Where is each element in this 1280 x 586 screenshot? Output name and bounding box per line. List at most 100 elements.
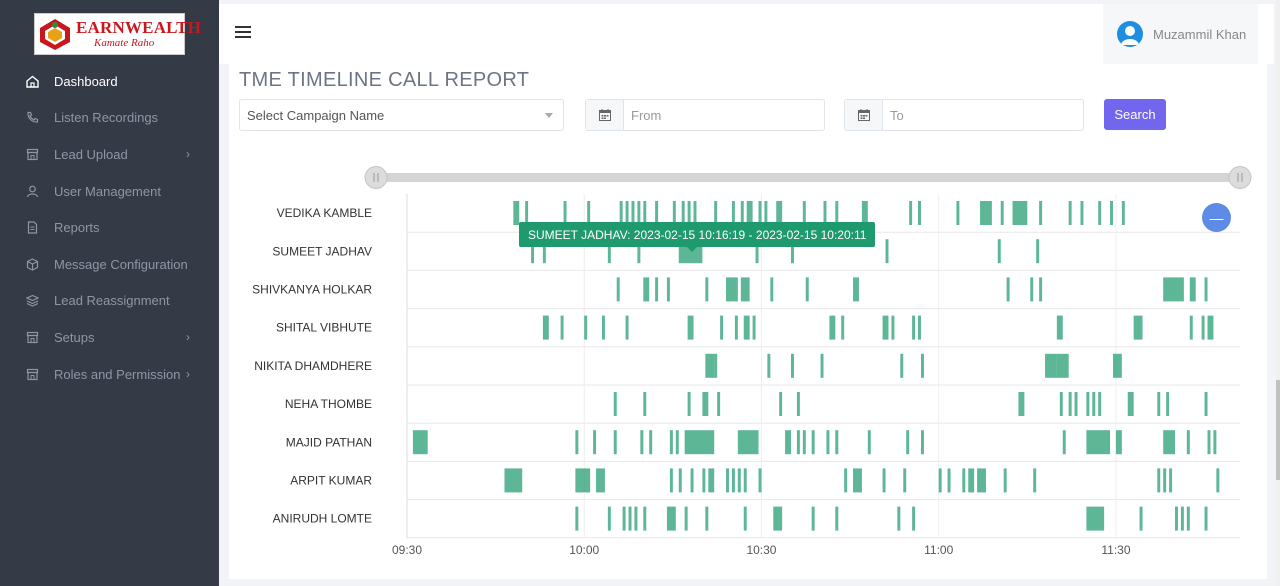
call-bar[interactable] bbox=[1018, 392, 1025, 416]
call-bar[interactable] bbox=[1068, 201, 1072, 225]
call-bar[interactable] bbox=[669, 468, 673, 493]
call-bar[interactable] bbox=[796, 430, 800, 455]
call-bar[interactable] bbox=[1059, 392, 1063, 416]
call-bar[interactable] bbox=[1204, 392, 1208, 416]
call-bar[interactable] bbox=[1098, 392, 1102, 416]
call-bar[interactable] bbox=[687, 392, 691, 416]
call-bar[interactable] bbox=[708, 468, 715, 493]
call-bar[interactable] bbox=[640, 430, 644, 455]
call-bar[interactable] bbox=[791, 353, 794, 378]
call-bar[interactable] bbox=[1121, 201, 1125, 225]
call-bar[interactable] bbox=[829, 315, 836, 340]
call-bar[interactable] bbox=[835, 201, 839, 225]
call-bar[interactable] bbox=[737, 468, 741, 493]
call-bar[interactable] bbox=[625, 201, 629, 225]
call-bar[interactable] bbox=[835, 506, 839, 531]
call-bar[interactable] bbox=[731, 468, 735, 493]
call-bar[interactable] bbox=[835, 430, 839, 455]
call-bar[interactable] bbox=[853, 277, 859, 302]
call-bar[interactable] bbox=[900, 353, 904, 378]
call-bar[interactable] bbox=[962, 468, 966, 493]
call-bar[interactable] bbox=[867, 430, 871, 455]
call-bar[interactable] bbox=[1175, 506, 1178, 531]
call-bar[interactable] bbox=[702, 468, 706, 493]
call-bar[interactable] bbox=[776, 201, 783, 225]
call-bar[interactable] bbox=[980, 201, 986, 225]
call-bar[interactable] bbox=[513, 201, 520, 225]
call-bar[interactable] bbox=[1110, 201, 1113, 225]
call-bar[interactable] bbox=[909, 201, 913, 225]
call-bar[interactable] bbox=[853, 468, 862, 493]
call-bar[interactable] bbox=[1204, 277, 1208, 302]
call-bar[interactable] bbox=[1056, 315, 1063, 340]
call-bar[interactable] bbox=[920, 353, 924, 378]
call-bar[interactable] bbox=[1033, 468, 1037, 493]
call-bar[interactable] bbox=[1115, 430, 1122, 455]
call-bar[interactable] bbox=[1189, 277, 1196, 302]
call-bar[interactable] bbox=[1006, 277, 1010, 302]
call-bar[interactable] bbox=[631, 201, 635, 225]
call-bar[interactable] bbox=[684, 430, 715, 455]
call-bar[interactable] bbox=[542, 315, 549, 340]
call-bar[interactable] bbox=[412, 430, 428, 455]
call-bar[interactable] bbox=[607, 506, 611, 531]
call-bar[interactable] bbox=[1086, 392, 1090, 416]
call-bar[interactable] bbox=[918, 201, 921, 225]
range-handle-right[interactable] bbox=[1228, 166, 1252, 189]
call-bar[interactable] bbox=[773, 506, 783, 531]
sidebar-item-listen-recordings[interactable]: Listen Recordings bbox=[0, 100, 219, 137]
call-bar[interactable] bbox=[791, 239, 794, 264]
call-bar[interactable] bbox=[1112, 353, 1122, 378]
call-bar[interactable] bbox=[575, 506, 579, 531]
call-bar[interactable] bbox=[1000, 201, 1004, 225]
call-bar[interactable] bbox=[575, 468, 591, 493]
call-bar[interactable] bbox=[841, 315, 845, 340]
call-bar[interactable] bbox=[885, 239, 889, 264]
call-bar[interactable] bbox=[1068, 392, 1072, 416]
range-handle-left[interactable] bbox=[364, 166, 388, 189]
call-bar[interactable] bbox=[1056, 353, 1069, 378]
call-bar[interactable] bbox=[596, 468, 605, 493]
call-bar[interactable] bbox=[1086, 430, 1111, 455]
call-bar[interactable] bbox=[720, 315, 724, 340]
call-bar[interactable] bbox=[743, 506, 747, 531]
call-bar[interactable] bbox=[1207, 430, 1211, 455]
call-bar[interactable] bbox=[1163, 277, 1184, 302]
sidebar-item-lead-reassignment[interactable]: Lead Reassignment bbox=[0, 283, 219, 320]
call-bar[interactable] bbox=[726, 468, 729, 493]
call-bar[interactable] bbox=[1133, 315, 1143, 340]
call-bar[interactable] bbox=[758, 201, 762, 225]
call-bar[interactable] bbox=[740, 201, 744, 225]
call-bar[interactable] bbox=[705, 506, 709, 531]
call-bar[interactable] bbox=[1186, 430, 1190, 455]
call-bar[interactable] bbox=[634, 506, 638, 531]
call-bar[interactable] bbox=[938, 468, 942, 493]
sidebar-item-lead-upload[interactable]: Lead Upload › bbox=[0, 136, 219, 173]
call-bar[interactable] bbox=[1166, 392, 1170, 416]
call-bar[interactable] bbox=[820, 353, 824, 378]
call-bar[interactable] bbox=[740, 277, 750, 302]
call-bar[interactable] bbox=[643, 506, 647, 531]
call-bar[interactable] bbox=[903, 468, 907, 493]
call-bar[interactable] bbox=[1012, 201, 1028, 225]
call-bar[interactable] bbox=[844, 468, 848, 493]
call-bar[interactable] bbox=[705, 277, 709, 302]
call-bar[interactable] bbox=[779, 392, 783, 416]
sidebar-item-message-configuration[interactable]: Message Configuration bbox=[0, 246, 219, 283]
call-bar[interactable] bbox=[542, 239, 546, 264]
call-bar[interactable] bbox=[601, 315, 605, 340]
call-bar[interactable] bbox=[613, 392, 617, 416]
call-bar[interactable] bbox=[619, 201, 623, 225]
call-bar[interactable] bbox=[675, 430, 679, 455]
call-bar[interactable] bbox=[643, 201, 647, 225]
call-bar[interactable] bbox=[1157, 468, 1161, 493]
call-bar[interactable] bbox=[1186, 506, 1190, 531]
call-bar[interactable] bbox=[802, 201, 806, 225]
call-bar[interactable] bbox=[755, 239, 759, 264]
call-bar[interactable] bbox=[625, 315, 629, 340]
call-bar[interactable] bbox=[1030, 277, 1034, 302]
call-bar[interactable] bbox=[1039, 201, 1043, 225]
campaign-select[interactable]: Select Campaign Name bbox=[239, 99, 564, 131]
call-bar[interactable] bbox=[504, 468, 523, 493]
call-bar[interactable] bbox=[770, 277, 774, 302]
